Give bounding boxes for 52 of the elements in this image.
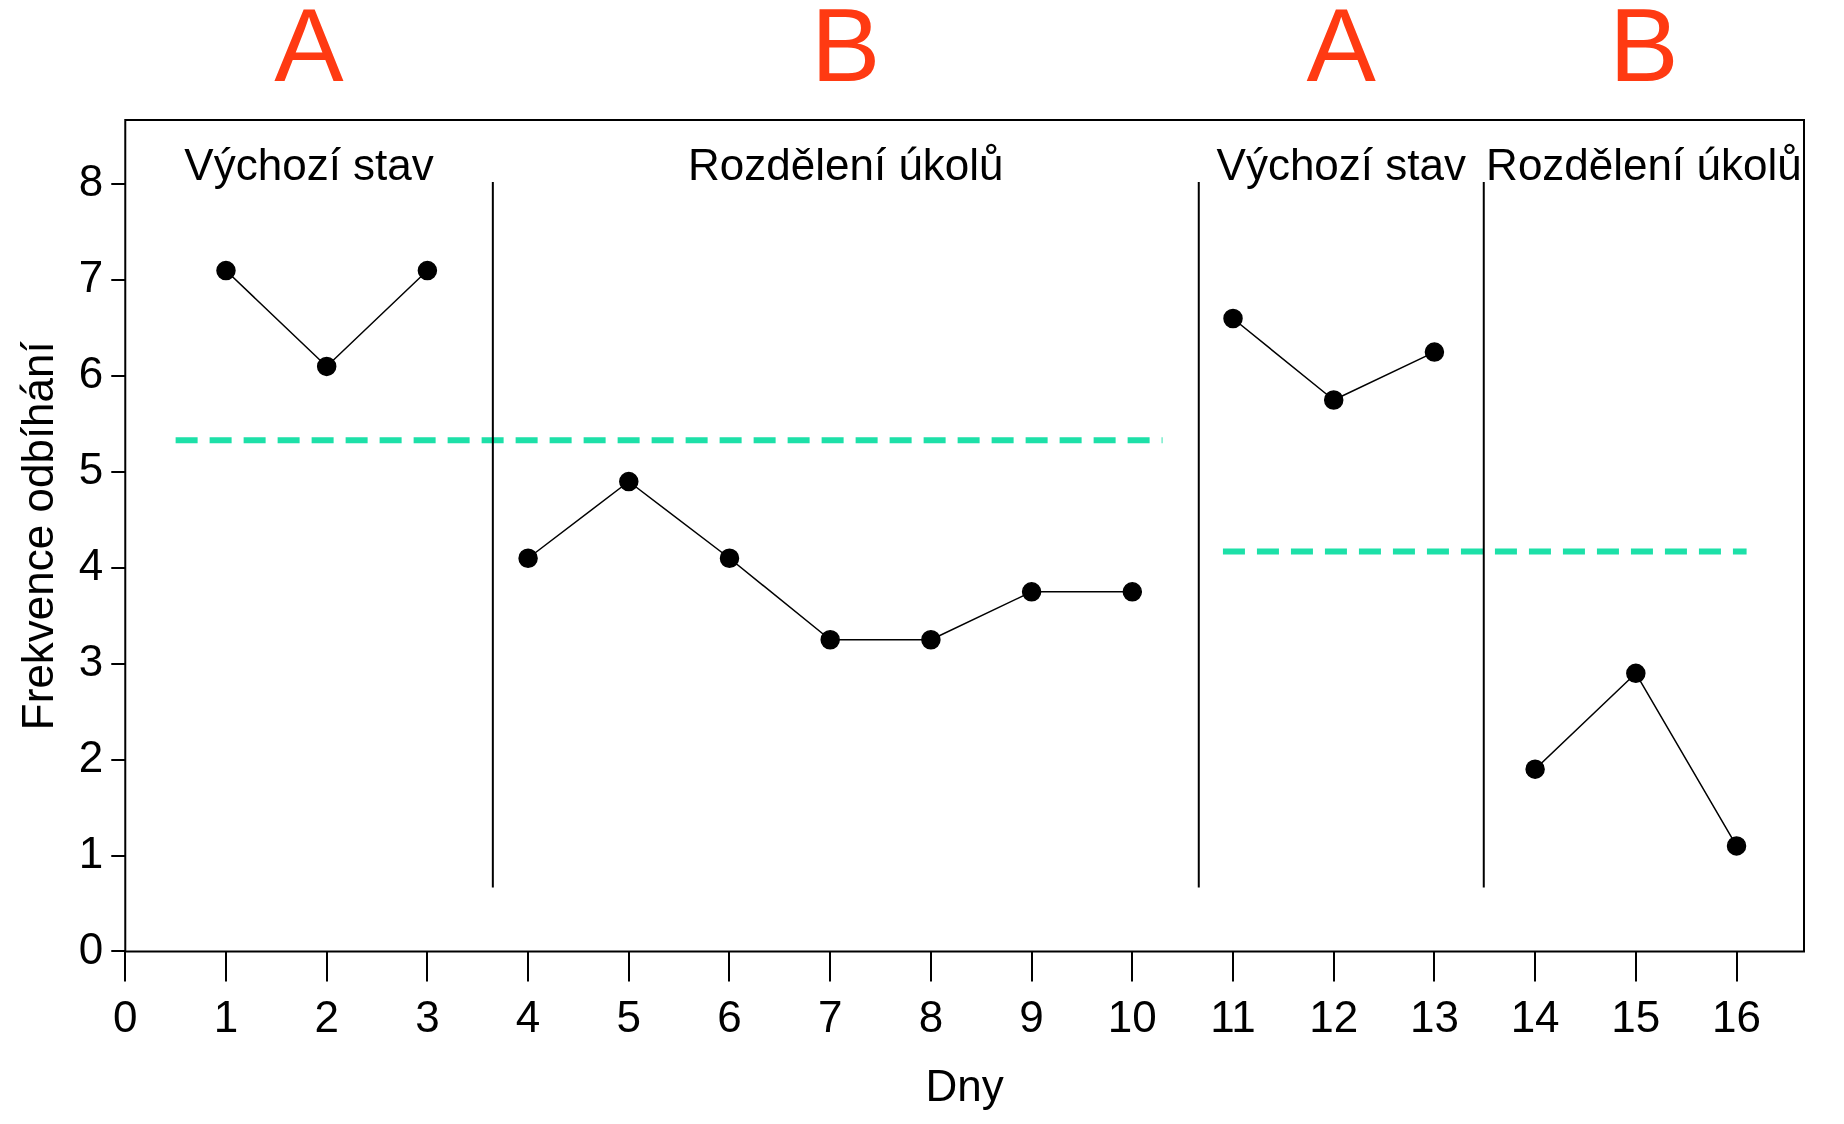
x-tick-label: 11 — [1210, 991, 1256, 1041]
y-tick-label: 5 — [78, 444, 104, 494]
y-tick-label: 2 — [78, 731, 104, 781]
y-tick-label: 4 — [78, 539, 104, 589]
point — [1323, 390, 1344, 410]
text: B — [1609, 0, 1679, 103]
point — [216, 260, 236, 281]
annotation: Výchozí stav — [184, 140, 434, 190]
x-tick-label: 15 — [1611, 991, 1661, 1041]
point — [820, 630, 840, 650]
y-axis-title: Frekvence odbíhání — [12, 340, 62, 731]
x-tick-label: 6 — [717, 991, 742, 1041]
annotation: Výchozí stav — [1216, 140, 1466, 190]
point — [1726, 836, 1747, 856]
point — [316, 356, 337, 377]
x-tick-label: 13 — [1409, 991, 1459, 1041]
point — [1525, 759, 1545, 779]
point — [518, 548, 538, 568]
annotation: Rozdělení úkolů — [1486, 140, 1802, 190]
y-tick-label: 3 — [78, 635, 104, 685]
text: A — [274, 0, 345, 103]
y-tick-label: 1 — [78, 827, 104, 877]
y-tick-label: 7 — [78, 252, 104, 302]
y-tick-label: 8 — [78, 156, 104, 206]
x-axis-title: Dny — [925, 1060, 1004, 1110]
x-tick-label: 2 — [314, 991, 339, 1041]
point — [1626, 663, 1646, 684]
x-tick-label: 7 — [817, 991, 843, 1041]
x-tick-label: 0 — [113, 991, 138, 1041]
x-tick-label: 1 — [213, 991, 239, 1041]
x-tick-label: 5 — [616, 991, 642, 1041]
x-tick-label: 12 — [1309, 991, 1359, 1041]
point — [1223, 308, 1243, 329]
point — [1424, 342, 1445, 362]
y-tick-label: 6 — [78, 348, 104, 398]
point — [1122, 582, 1143, 602]
point — [417, 260, 438, 281]
x-tick-label: 16 — [1712, 991, 1762, 1041]
annotation: Rozdělení úkolů — [688, 140, 1004, 190]
point — [921, 630, 941, 650]
point — [719, 548, 740, 568]
point — [619, 471, 639, 492]
x-tick-label: 3 — [415, 991, 440, 1041]
x-tick-label: 4 — [515, 991, 541, 1041]
x-tick-label: 10 — [1107, 991, 1157, 1041]
x-tick-label: 9 — [1019, 991, 1044, 1041]
text: B — [811, 0, 881, 103]
x-tick-label: 14 — [1510, 991, 1560, 1041]
y-tick-label: 0 — [78, 923, 104, 973]
text: A — [1306, 0, 1377, 103]
x-tick-label: 8 — [918, 991, 944, 1041]
point — [1021, 582, 1042, 602]
